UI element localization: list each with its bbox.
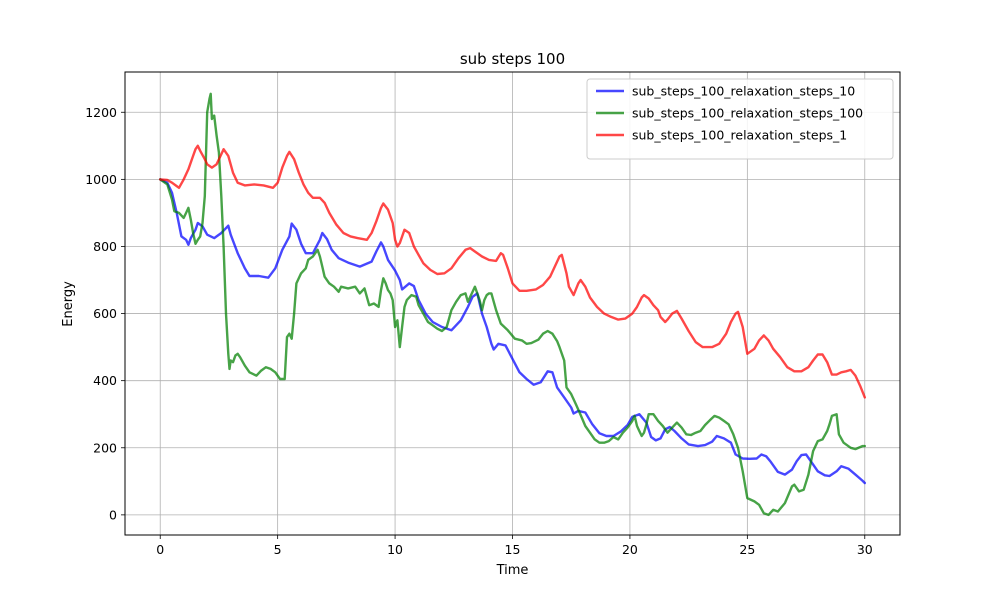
chart-title: sub steps 100 — [460, 50, 565, 68]
y-axis-label: Energy — [61, 281, 76, 327]
legend-label-3: sub_steps_100_relaxation_steps_1 — [632, 128, 847, 143]
x-tick-label: 20 — [622, 542, 638, 557]
legend-label-1: sub_steps_100_relaxation_steps_10 — [632, 84, 855, 99]
x-axis-label: Time — [496, 563, 529, 578]
y-tick-label: 800 — [93, 239, 117, 254]
series-line-2 — [159, 92, 866, 517]
legend-box — [586, 78, 894, 160]
y-tick-label: 200 — [93, 440, 117, 455]
y-tick-label: 400 — [93, 373, 117, 388]
x-tick-label: 5 — [274, 542, 282, 557]
x-tick-label: 25 — [739, 542, 755, 557]
tick-layer: 0 5 10 15 20 25 30 0 200 400 600 800 1000 1200 — [85, 105, 873, 557]
x-tick-label: 30 — [857, 542, 873, 557]
grid-layer — [125, 72, 900, 535]
series-line-1 — [159, 178, 866, 485]
y-tick-label: 1000 — [85, 172, 117, 187]
x-tick-label: 15 — [505, 542, 521, 557]
x-tick-label: 0 — [156, 542, 164, 557]
legend-label-2: sub_steps_100_relaxation_steps_100 — [632, 106, 863, 121]
series-line-3 — [159, 144, 866, 399]
y-tick-label: 600 — [93, 306, 117, 321]
y-tick-label: 1200 — [85, 105, 117, 120]
legend: sub_steps_100_relaxation_steps_10 sub_ste… — [586, 78, 894, 160]
series-layer — [159, 92, 866, 517]
y-tick-label: 0 — [109, 507, 117, 522]
x-tick-label: 10 — [387, 542, 403, 557]
